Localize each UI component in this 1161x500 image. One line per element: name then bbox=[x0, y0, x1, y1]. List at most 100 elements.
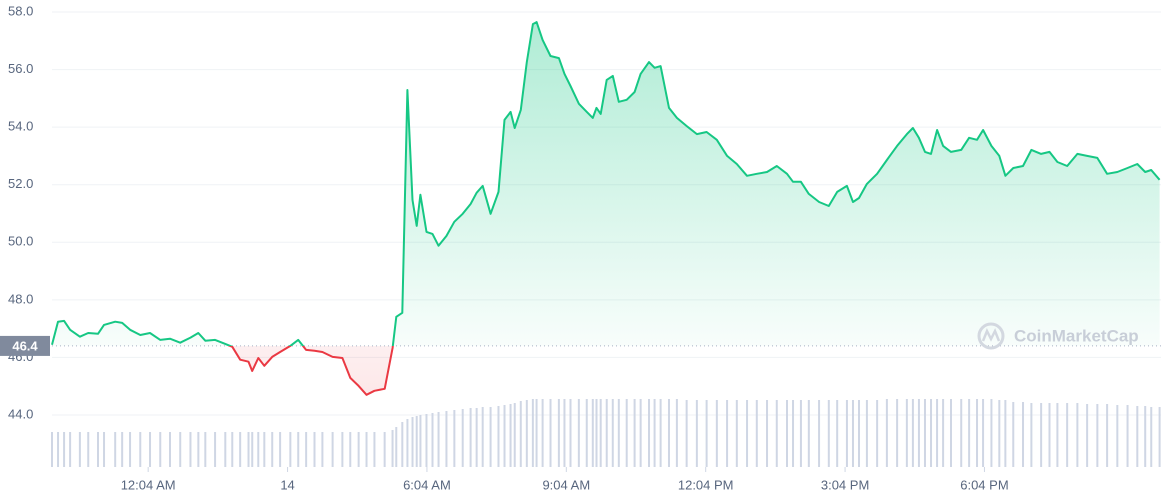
volume-bar bbox=[1158, 407, 1161, 467]
volume-bar bbox=[437, 412, 440, 467]
volume-bar bbox=[425, 414, 428, 467]
volume-bar bbox=[715, 400, 718, 467]
volume-bar bbox=[365, 432, 368, 467]
volume-bar bbox=[785, 400, 788, 467]
volume-bar bbox=[923, 399, 926, 467]
volume-bar bbox=[968, 399, 971, 467]
volume-bar bbox=[415, 416, 418, 467]
volume-bar bbox=[103, 432, 106, 467]
volume-bar bbox=[705, 400, 708, 467]
volume-bar bbox=[976, 399, 979, 467]
volume-bar bbox=[525, 400, 528, 467]
volume-bar bbox=[960, 399, 963, 467]
x-tick-label: 6:04 AM bbox=[403, 477, 451, 492]
volume-bar bbox=[766, 400, 769, 467]
volume-bar bbox=[942, 399, 945, 467]
baseline-label: 46.4 bbox=[12, 338, 38, 353]
volume-bar bbox=[625, 399, 628, 467]
volume-bar bbox=[231, 432, 234, 467]
volume-bar bbox=[51, 432, 53, 467]
volume-bar bbox=[936, 399, 939, 467]
volume-bar bbox=[807, 400, 810, 467]
volume-bar bbox=[69, 432, 72, 467]
y-tick-label: 56.0 bbox=[8, 61, 33, 76]
volume-bar bbox=[896, 399, 899, 467]
volume-bar bbox=[911, 399, 914, 467]
volume-bar bbox=[289, 432, 292, 467]
volume-bar bbox=[585, 399, 588, 467]
volume-bar bbox=[204, 432, 207, 467]
volume-bar bbox=[331, 432, 334, 467]
volume-bar bbox=[726, 400, 729, 467]
volume-bar bbox=[930, 399, 933, 467]
volume-bar bbox=[114, 432, 117, 467]
volume-bar bbox=[224, 432, 227, 467]
y-tick-label: 48.0 bbox=[8, 291, 33, 306]
volume-bar bbox=[541, 399, 544, 467]
volume-bar bbox=[1086, 404, 1089, 467]
volume-bar bbox=[159, 432, 162, 467]
volume-bar bbox=[818, 400, 821, 467]
volume-bar bbox=[431, 413, 434, 467]
volume-bar bbox=[78, 432, 81, 467]
volume-bar bbox=[746, 400, 749, 467]
volume-bar bbox=[659, 399, 662, 467]
volume-bar bbox=[445, 411, 448, 467]
volume-bar bbox=[383, 432, 386, 467]
volume-bar bbox=[695, 400, 698, 467]
volume-bar bbox=[503, 405, 506, 467]
volume-bar bbox=[239, 432, 242, 467]
volume-bar bbox=[1126, 405, 1129, 467]
volume-bar bbox=[129, 432, 132, 467]
x-tick-label: 3:04 PM bbox=[821, 477, 869, 492]
volume-bar bbox=[1004, 400, 1007, 467]
volume-bar bbox=[865, 400, 868, 467]
volume-bar bbox=[858, 400, 861, 467]
volume-bar bbox=[569, 399, 572, 467]
volume-bar bbox=[735, 400, 738, 467]
volume-bar bbox=[406, 419, 409, 467]
volume-bar bbox=[557, 399, 560, 467]
volume-bar bbox=[401, 422, 404, 467]
volume-bar bbox=[453, 410, 456, 467]
y-tick-label: 54.0 bbox=[8, 119, 33, 134]
x-tick-label: 12:04 AM bbox=[121, 477, 176, 492]
volume-bar bbox=[519, 401, 522, 467]
volume-bar bbox=[998, 400, 1001, 467]
volume-bar bbox=[595, 399, 598, 467]
volume-bar bbox=[489, 407, 492, 467]
volume-bar bbox=[513, 403, 516, 467]
volume-bar bbox=[1030, 403, 1033, 467]
volume-bar bbox=[648, 399, 651, 467]
volume-bar bbox=[1144, 406, 1147, 467]
volume-bar bbox=[990, 399, 993, 467]
volume-bar bbox=[279, 432, 282, 467]
volume-bar bbox=[475, 408, 478, 467]
volume-bar bbox=[851, 400, 854, 467]
volume-bar bbox=[535, 399, 538, 467]
volume-bar bbox=[247, 432, 250, 467]
volume-bar bbox=[461, 409, 464, 467]
x-tick-label: 14 bbox=[280, 477, 294, 492]
volume-bar bbox=[313, 432, 316, 467]
volume-bar bbox=[611, 399, 614, 467]
y-tick-label: 58.0 bbox=[8, 3, 33, 18]
volume-bar bbox=[1048, 403, 1051, 467]
volume-bar bbox=[321, 432, 324, 467]
volume-bar bbox=[1012, 402, 1015, 467]
volume-bar bbox=[189, 432, 192, 467]
volume-bar bbox=[836, 400, 839, 467]
price-area bbox=[52, 22, 1160, 395]
volume-bar bbox=[1022, 402, 1025, 467]
volume-bar bbox=[876, 400, 879, 467]
volume-bar bbox=[845, 400, 848, 467]
y-tick-label: 50.0 bbox=[8, 234, 33, 249]
volume-bar bbox=[197, 432, 200, 467]
volume-bar bbox=[349, 432, 352, 467]
volume-bar bbox=[395, 427, 398, 467]
volume-bar bbox=[633, 399, 636, 467]
volume-bar bbox=[599, 399, 602, 467]
x-tick-label: 9:04 AM bbox=[542, 477, 590, 492]
volume-bar bbox=[214, 432, 217, 467]
